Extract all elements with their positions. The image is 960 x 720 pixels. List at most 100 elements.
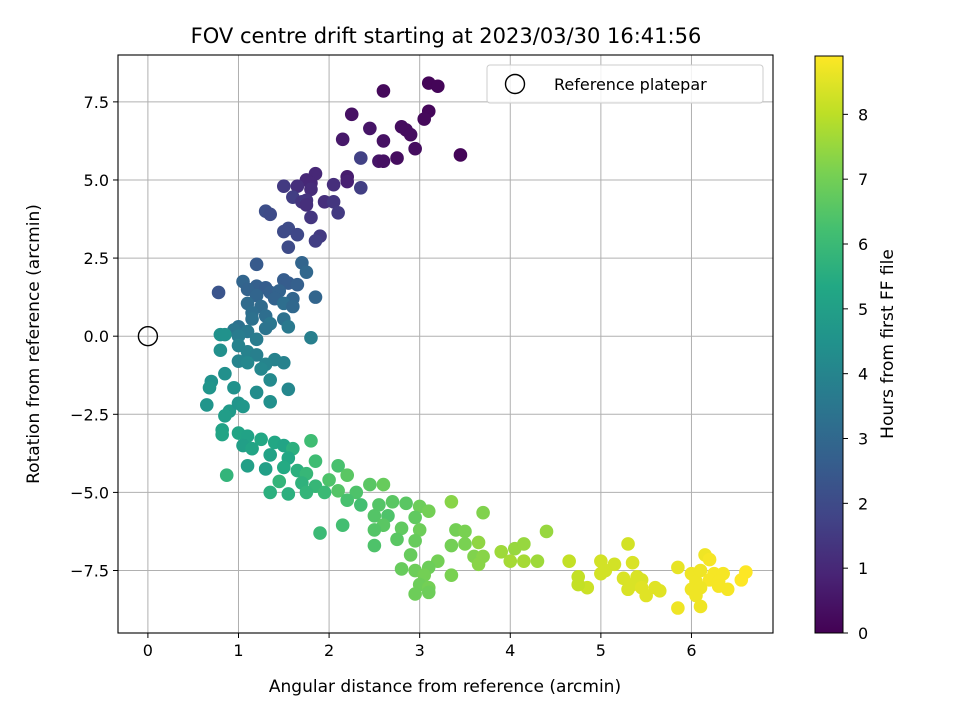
- data-point: [249, 385, 264, 400]
- data-point: [394, 562, 409, 576]
- data-point: [689, 588, 703, 603]
- data-point: [299, 198, 314, 212]
- data-point: [249, 257, 264, 272]
- data-points: [199, 76, 753, 615]
- colorbar-tick-label: 5: [858, 300, 868, 319]
- data-point: [249, 348, 264, 362]
- data-point: [331, 484, 345, 498]
- data-point: [408, 587, 422, 601]
- data-point: [263, 207, 277, 222]
- data-point: [326, 195, 341, 209]
- colorbar-tick-label: 7: [858, 170, 868, 189]
- colorbar-tick-label: 4: [858, 365, 868, 384]
- data-point: [281, 320, 296, 334]
- data-point: [202, 380, 217, 395]
- data-point: [272, 474, 287, 489]
- data-point: [313, 526, 327, 540]
- data-point: [317, 485, 332, 500]
- data-point: [372, 498, 386, 512]
- data-point: [621, 582, 635, 597]
- data-point: [304, 182, 318, 197]
- data-point: [340, 174, 355, 189]
- data-point: [367, 538, 382, 553]
- data-point: [254, 432, 268, 447]
- data-point: [353, 180, 368, 195]
- colorbar-tick-label: 6: [858, 235, 868, 254]
- data-point: [240, 355, 255, 370]
- data-point: [399, 496, 413, 511]
- data-point: [308, 290, 323, 304]
- data-point: [539, 524, 554, 539]
- colorbar-tick-label: 3: [858, 430, 868, 449]
- x-tick-label: 5: [596, 641, 606, 660]
- y-tick-label: 7.5: [84, 93, 109, 112]
- y-axis-label: Rotation from reference (arcmin): [24, 204, 44, 484]
- data-point: [331, 459, 345, 473]
- y-tick-label: 0.0: [84, 327, 109, 346]
- data-point: [571, 577, 586, 592]
- data-point: [739, 565, 753, 579]
- data-point: [308, 454, 323, 468]
- data-point: [322, 473, 336, 487]
- data-point: [281, 240, 296, 254]
- x-axis-ticks: 0 1 2 3 4 5 6: [143, 633, 697, 660]
- data-point: [249, 332, 264, 347]
- data-point: [218, 366, 232, 381]
- data-point: [693, 599, 708, 614]
- y-tick-label: −2.5: [70, 405, 109, 424]
- data-point: [625, 555, 640, 570]
- data-point: [408, 141, 422, 156]
- data-point: [412, 523, 427, 537]
- data-point: [458, 524, 472, 539]
- data-point: [218, 327, 232, 342]
- data-point: [471, 557, 486, 572]
- data-point: [562, 554, 576, 568]
- data-point: [702, 552, 717, 567]
- x-tick-label: 3: [415, 641, 425, 660]
- colorbar-tick-label: 2: [858, 494, 868, 513]
- data-point: [236, 399, 250, 414]
- data-point: [444, 494, 459, 509]
- data-point: [304, 210, 318, 225]
- data-point: [652, 584, 667, 598]
- data-point: [335, 132, 350, 147]
- data-point: [621, 537, 635, 551]
- data-point: [290, 227, 305, 242]
- data-point: [390, 532, 404, 547]
- data-point: [249, 288, 264, 303]
- data-point: [258, 462, 273, 476]
- data-point: [671, 560, 685, 575]
- data-point: [299, 485, 314, 500]
- data-point: [263, 485, 277, 500]
- data-point: [421, 585, 436, 600]
- data-point: [215, 427, 229, 442]
- data-point: [458, 537, 472, 551]
- data-point: [421, 504, 436, 518]
- data-point: [353, 151, 368, 165]
- data-point: [444, 568, 459, 582]
- data-point: [711, 579, 726, 593]
- data-point: [340, 468, 355, 483]
- data-point: [326, 177, 341, 192]
- data-point: [376, 477, 391, 492]
- data-point: [290, 179, 305, 194]
- data-point: [408, 534, 422, 548]
- data-point: [394, 521, 409, 536]
- data-point: [471, 535, 486, 550]
- colorbar-ticks: 0 1 2 3 4 5 6 7 8: [843, 105, 868, 643]
- data-point: [598, 563, 613, 578]
- y-tick-label: 2.5: [84, 249, 109, 268]
- x-tick-label: 6: [686, 641, 696, 660]
- data-point: [286, 299, 300, 314]
- data-point: [639, 588, 653, 603]
- x-axis-label: Angular distance from reference (arcmin): [269, 677, 621, 697]
- data-point: [263, 395, 277, 409]
- data-point: [376, 84, 391, 98]
- data-point: [211, 285, 226, 300]
- data-point: [227, 380, 241, 395]
- data-point: [263, 448, 277, 462]
- y-axis-ticks: −7.5 −5.0 −2.5 0.0 2.5 5.0 7.5: [70, 93, 118, 581]
- data-point: [530, 554, 545, 568]
- data-point: [349, 485, 364, 500]
- colorbar-label: Hours from first FF file: [878, 249, 898, 439]
